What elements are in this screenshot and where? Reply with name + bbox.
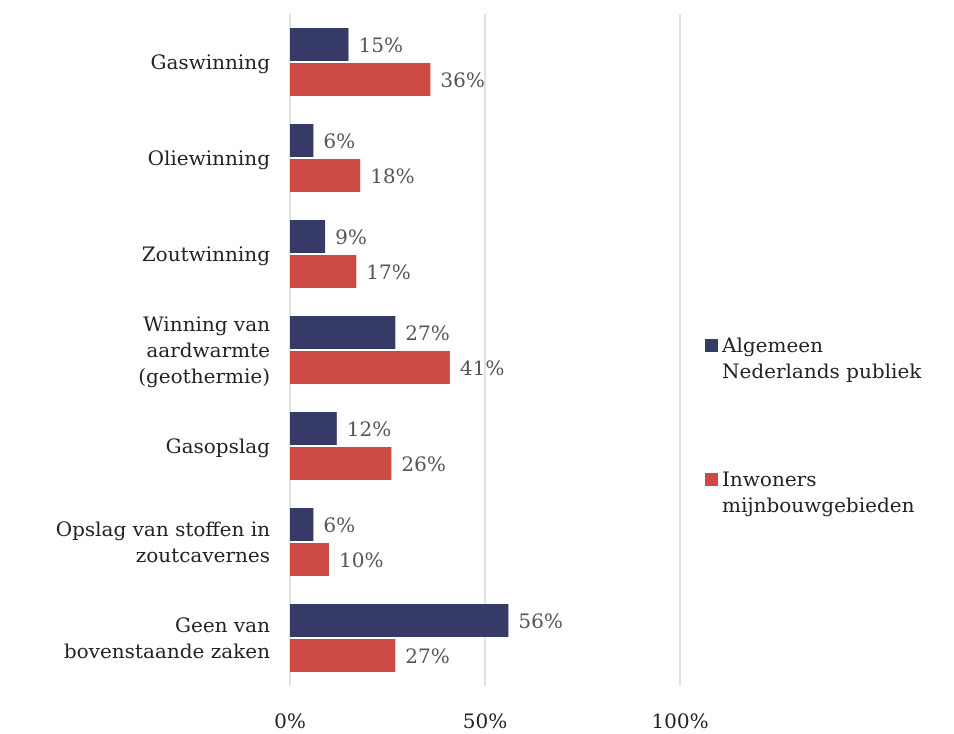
value-label: 27%: [405, 320, 450, 345]
bar: [290, 28, 349, 61]
category-label: Oliewinning: [147, 146, 270, 170]
category-label: Geen van bovenstaande zaken: [63, 613, 270, 663]
category-label: Winning van aardwarmte (geothermie): [138, 312, 270, 388]
legend-swatch: [705, 473, 718, 486]
value-label: 18%: [370, 163, 415, 188]
legend-swatch: [705, 339, 718, 352]
value-label: 9%: [335, 224, 367, 249]
value-label: 26%: [401, 451, 446, 476]
legend-label: Algemeen Nederlands publiek: [722, 333, 922, 383]
category-label: Gasopslag: [165, 434, 270, 458]
value-label: 27%: [405, 643, 450, 668]
x-tick-label: 0%: [274, 709, 306, 733]
value-label: 6%: [323, 128, 356, 153]
bar: [290, 543, 329, 576]
value-label: 17%: [366, 259, 411, 284]
legend-item: Inwoners mijnbouwgebieden: [705, 466, 914, 518]
bar: [290, 124, 314, 157]
bar: [290, 220, 326, 253]
bar: [290, 63, 431, 96]
category-label: Zoutwinning: [141, 242, 270, 266]
value-label: 12%: [346, 416, 392, 441]
value-label: 41%: [459, 355, 505, 380]
bar: [290, 412, 337, 445]
bar: [290, 604, 509, 637]
value-label: 56%: [518, 608, 563, 633]
bar: [290, 255, 357, 288]
x-tick-label: 100%: [651, 709, 709, 733]
x-tick-label: 50%: [462, 709, 508, 733]
bar: [290, 159, 361, 192]
bar: [290, 447, 392, 480]
legend-item: Algemeen Nederlands publiek: [705, 332, 921, 384]
bar: [290, 316, 396, 349]
category-label: Gaswinning: [150, 50, 270, 74]
legend-label: Inwoners mijnbouwgebieden: [722, 467, 915, 517]
category-label: Opslag van stoffen in zoutcavernes: [55, 517, 270, 567]
bar: [290, 508, 314, 541]
bar: [290, 639, 396, 672]
value-label: 15%: [358, 32, 403, 57]
value-label: 10%: [339, 547, 384, 572]
bar: [290, 351, 450, 384]
value-label: 36%: [440, 67, 485, 92]
value-label: 6%: [323, 512, 356, 537]
